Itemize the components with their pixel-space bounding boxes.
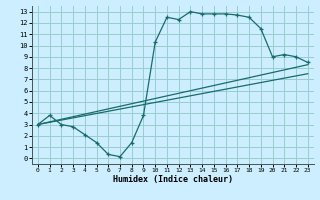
X-axis label: Humidex (Indice chaleur): Humidex (Indice chaleur) [113,175,233,184]
